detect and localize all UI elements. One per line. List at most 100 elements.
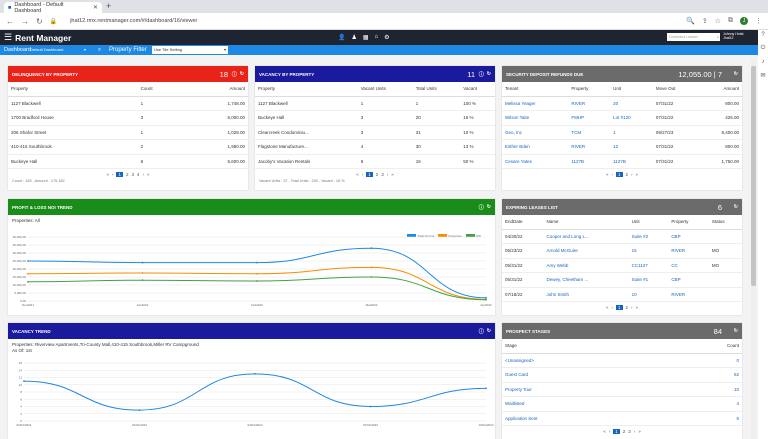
avatar[interactable]: J bbox=[740, 17, 748, 25]
legend-item[interactable]: Total Income bbox=[407, 234, 434, 238]
unit-link[interactable]: 10 bbox=[628, 287, 669, 302]
prev-page-icon[interactable]: ‹ bbox=[608, 428, 611, 434]
next-page-icon[interactable]: › bbox=[142, 171, 145, 177]
unit-link[interactable]: CC1127 bbox=[628, 258, 669, 273]
table-row[interactable]: 04/30/22 Cooper and Long L... Suite #2 CBP bbox=[502, 229, 742, 244]
page-number[interactable]: 3 bbox=[131, 171, 135, 177]
share-icon[interactable]: ⇪ bbox=[701, 18, 708, 25]
refresh-icon[interactable]: ↻ bbox=[486, 70, 491, 77]
table-row[interactable]: 05/23/22 Arnold McGuire 15 RIVER MO bbox=[502, 243, 742, 259]
table-row[interactable]: 05/31/22 Amy Webb CC1127 CC MO bbox=[502, 258, 742, 273]
property-link[interactable]: CBP bbox=[668, 272, 709, 288]
unit-link[interactable]: 1 bbox=[610, 125, 653, 140]
property-link[interactable]: FMHP bbox=[568, 110, 611, 126]
dashboard-select[interactable]: Default Dashboard bbox=[28, 46, 88, 54]
last-page-icon[interactable]: » bbox=[638, 428, 641, 434]
search-icon[interactable]: ⌕ bbox=[98, 46, 102, 53]
info-icon[interactable]: ⓘ bbox=[478, 328, 484, 335]
table-row[interactable]: Property Tour 10 bbox=[502, 382, 742, 397]
next-page-icon[interactable]: › bbox=[631, 171, 633, 177]
table-row[interactable]: Wilson Taite FMHP Lot #120 07/31/22 425.00 bbox=[502, 110, 742, 126]
page-number[interactable]: 2 bbox=[622, 428, 626, 434]
browser-tab[interactable]: ■ Dashboard - Default Dashboard ✕ bbox=[4, 2, 102, 14]
property-link[interactable]: RIVER bbox=[668, 287, 709, 302]
last-page-icon[interactable]: » bbox=[147, 171, 150, 177]
stage-link[interactable]: Waitlisted bbox=[502, 396, 666, 412]
column-header[interactable]: Amount bbox=[699, 82, 742, 97]
column-header[interactable]: Total Units bbox=[412, 82, 461, 97]
settings-icon[interactable]: ⚙ bbox=[384, 35, 390, 41]
legend-item[interactable]: NOI bbox=[465, 234, 481, 238]
building-icon[interactable]: ▦ bbox=[362, 35, 369, 41]
table-row[interactable]: 1700 Bradford House 3 6,000.00 bbox=[8, 110, 248, 126]
back-icon[interactable]: ← bbox=[6, 16, 14, 26]
property-link[interactable]: RIVER bbox=[568, 139, 611, 155]
table-row[interactable]: 05/31/22 Dewey, Cheetham ... Suite #1 CBP bbox=[502, 272, 742, 288]
first-page-icon[interactable]: « bbox=[605, 171, 609, 177]
first-page-icon[interactable]: « bbox=[356, 171, 359, 177]
refresh-icon[interactable]: ↻ bbox=[486, 203, 491, 210]
first-page-icon[interactable]: « bbox=[603, 428, 606, 434]
user-icon[interactable]: 👤 bbox=[338, 35, 346, 41]
next-page-icon[interactable]: › bbox=[631, 304, 633, 310]
info-icon[interactable]: ⓘ bbox=[478, 204, 484, 211]
info-icon[interactable]: ⓘ bbox=[478, 71, 484, 78]
table-row[interactable]: 1127 Blackwell 1 1 100 % bbox=[255, 96, 495, 111]
prev-page-icon[interactable]: ‹ bbox=[361, 171, 364, 177]
table-row[interactable]: Flagstone Manufacture... 4 30 13 % bbox=[255, 139, 495, 155]
column-header[interactable]: Stage bbox=[502, 339, 666, 354]
table-row[interactable]: Melissa Yeager RIVER 20 07/31/22 800.00 bbox=[502, 96, 742, 111]
new-tab-icon[interactable]: + bbox=[106, 1, 112, 11]
url-field[interactable]: jhat12.rmx.rentmanager.com/#/dashboard/1… bbox=[70, 18, 198, 24]
property-link[interactable]: 1127B bbox=[568, 154, 611, 169]
refresh-icon[interactable]: ↻ bbox=[733, 328, 738, 334]
column-header[interactable]: Move Out bbox=[652, 82, 700, 97]
page-number[interactable]: 1 bbox=[613, 428, 620, 434]
name-link[interactable]: John Smith bbox=[543, 287, 629, 302]
table-row[interactable]: <Unassigned> 0 bbox=[502, 353, 742, 368]
column-header[interactable]: Property bbox=[8, 82, 138, 97]
refresh-icon[interactable]: ↻ bbox=[733, 71, 738, 77]
column-header[interactable]: Unit bbox=[610, 82, 653, 97]
tenant-link[interactable]: Cesare Yates bbox=[502, 154, 569, 169]
unit-link[interactable]: 20 bbox=[610, 96, 653, 111]
tenant-link[interactable]: Geo, Inc bbox=[502, 125, 569, 140]
star-icon[interactable]: ☆ bbox=[714, 18, 721, 25]
column-header[interactable]: Property bbox=[255, 82, 358, 97]
table-row[interactable]: Geo, Inc TCM 1 09/27/23 8,400.00 bbox=[502, 125, 742, 140]
stage-link[interactable]: Application Sent bbox=[502, 411, 666, 426]
column-header[interactable]: Property bbox=[668, 215, 709, 230]
home-icon[interactable]: ⌂ bbox=[374, 34, 379, 40]
table-row[interactable]: Jacoby's Vacation Rentals 8 16 50 % bbox=[255, 154, 495, 169]
tenant-icon[interactable]: ♟ bbox=[351, 35, 357, 41]
stage-link[interactable]: Property Tour bbox=[502, 382, 666, 397]
name-link[interactable]: Arnold McGuire bbox=[543, 243, 629, 259]
unit-link[interactable]: 12 bbox=[610, 139, 653, 155]
first-page-icon[interactable]: « bbox=[106, 171, 109, 177]
page-number[interactable]: 3 bbox=[628, 428, 631, 434]
column-header[interactable]: Unit bbox=[628, 215, 669, 230]
property-link[interactable]: CBP bbox=[668, 229, 709, 244]
property-link[interactable]: TCM bbox=[568, 125, 611, 140]
tenant-link[interactable]: Melissa Yeager bbox=[502, 96, 569, 111]
page-number[interactable]: 2 bbox=[375, 171, 379, 177]
help-icon[interactable]: ? bbox=[761, 32, 765, 38]
info-icon[interactable]: ⓘ bbox=[231, 71, 237, 78]
column-header[interactable]: Property bbox=[568, 82, 611, 97]
reload-icon[interactable]: ↻ bbox=[36, 16, 43, 26]
table-row[interactable]: Waitlisted 4 bbox=[502, 396, 742, 412]
name-link[interactable]: Cooper and Long L... bbox=[543, 229, 629, 244]
table-row[interactable]: Buckeye Hall 8 5,600.00 bbox=[8, 154, 248, 169]
power-icon[interactable]: ⏻ bbox=[760, 45, 766, 51]
column-header[interactable]: Count bbox=[665, 339, 742, 354]
page-number[interactable]: 3 bbox=[381, 171, 384, 177]
column-header[interactable]: Amount bbox=[185, 82, 248, 97]
chat-icon[interactable]: ✉ bbox=[760, 73, 766, 79]
prev-page-icon[interactable]: ‹ bbox=[611, 304, 613, 310]
page-number[interactable]: 2 bbox=[125, 171, 129, 177]
last-page-icon[interactable]: » bbox=[391, 171, 394, 177]
table-row[interactable]: Application Sent 5 bbox=[502, 411, 742, 426]
table-row[interactable]: Cesare Yates 1127B 1127B 07/31/22 1,750.00 bbox=[502, 154, 742, 169]
column-header[interactable]: EndDate bbox=[502, 215, 544, 230]
column-header[interactable]: Status bbox=[708, 215, 742, 230]
